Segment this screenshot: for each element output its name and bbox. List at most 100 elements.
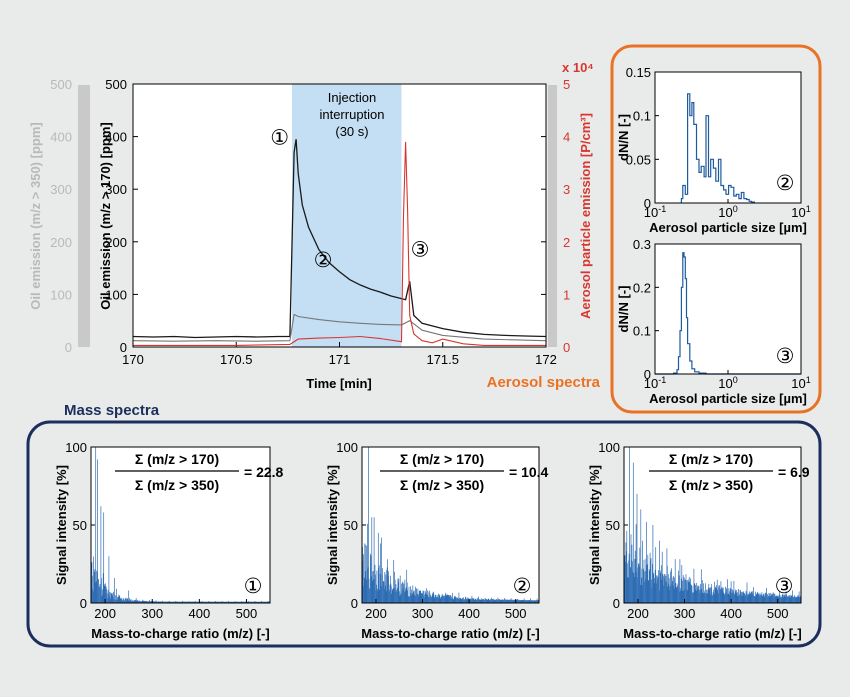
ratio-value: = 10.4 — [509, 464, 549, 480]
outer-axis-band — [78, 85, 90, 347]
oil-emission-350-axis-label: Oil emission (m/z > 350) [ppm] — [28, 122, 43, 309]
x-tick-label: 200 — [94, 606, 116, 621]
ratio-value: = 22.8 — [244, 464, 284, 480]
y-tick-label: 50 — [73, 518, 87, 533]
y-tick-label: 0.15 — [626, 65, 651, 80]
condition-marker: ③ — [776, 344, 795, 368]
left-y-tick-label: 100 — [105, 287, 127, 302]
x-tick-label: 101 — [791, 375, 810, 391]
outer-y-tick-label: 500 — [50, 77, 72, 92]
x-tick-label: 170 — [122, 352, 144, 367]
left-y-tick-label: 0 — [120, 340, 127, 355]
y-tick-label: 0.3 — [633, 237, 651, 252]
y-tick-label: 0.2 — [633, 280, 651, 295]
condition-marker: ③ — [411, 238, 430, 262]
x-tick-label: 400 — [720, 606, 742, 621]
aerosol-emission-axis-label: Aerosol particle emission [P/cm³] — [578, 113, 593, 319]
x-tick-label: 500 — [505, 606, 527, 621]
ratio-denominator: Σ (m/z > 350) — [400, 477, 484, 493]
left-y-tick-label: 300 — [105, 182, 127, 197]
right-y-tick-label: 1 — [563, 287, 570, 302]
aerosol-plot-area — [655, 244, 801, 374]
interruption-label-1: Injection — [328, 90, 376, 105]
x-tick-label: 100 — [718, 375, 737, 391]
aerosol-y-axis-label: dN/N [-] — [616, 286, 631, 333]
condition-marker: ① — [244, 574, 263, 598]
right-y-tick-label: 3 — [563, 182, 570, 197]
outer-y-tick-label: 400 — [50, 130, 72, 145]
outer-y-tick-label: 300 — [50, 182, 72, 197]
oil-emission-350-line — [132, 313, 547, 342]
mass-plot-area — [91, 447, 270, 603]
x-tick-label: 171 — [329, 352, 351, 367]
x-tick-label: 500 — [767, 606, 789, 621]
left-y-tick-label: 400 — [105, 130, 127, 145]
x-tick-label: 400 — [188, 606, 210, 621]
y-tick-label: 100 — [336, 440, 358, 455]
mass-plot-frame — [90, 446, 271, 604]
x-tick-label: 10-1 — [644, 204, 666, 220]
interruption-label-3: (30 s) — [335, 124, 368, 139]
y-tick-label: 0.1 — [633, 109, 651, 124]
y-tick-label: 0 — [351, 596, 358, 611]
mass-plot-frame — [361, 446, 540, 604]
x-tick-label: 10-1 — [644, 375, 666, 391]
x-tick-label: 300 — [412, 606, 434, 621]
left-y-tick-label: 200 — [105, 235, 127, 250]
left-y-tick-label: 500 — [105, 77, 127, 92]
ratio-denominator: Σ (m/z > 350) — [669, 477, 753, 493]
aerosol-plot-area — [655, 72, 801, 203]
y-tick-label: 0 — [80, 596, 87, 611]
aerosol-plot-frame — [654, 71, 802, 204]
oil-emission-170-line — [132, 139, 547, 339]
y-tick-label: 100 — [65, 440, 87, 455]
mass-spectra-box — [26, 420, 822, 648]
aerosol-emission-line — [133, 141, 546, 346]
mass-spectra-title: Mass spectra — [64, 402, 160, 419]
right-y-tick-label: 5 — [563, 77, 570, 92]
aerosol-spectra-box — [610, 44, 822, 414]
right-y-tick-label: 0 — [563, 340, 570, 355]
condition-marker: ② — [314, 248, 333, 272]
condition-marker: ③ — [775, 574, 794, 598]
condition-marker: ② — [776, 171, 795, 195]
x-tick-label: 300 — [141, 606, 163, 621]
x-tick-label: 170.5 — [220, 352, 253, 367]
aerosol-y-axis-label: dN/N [-] — [616, 114, 631, 161]
emission-plot-frame — [132, 83, 547, 348]
y-tick-label: 50 — [606, 518, 620, 533]
aerosol-plot-frame — [654, 243, 802, 375]
interruption-band — [292, 84, 402, 347]
x-tick-label: 400 — [458, 606, 480, 621]
aerosol-distribution-line — [655, 252, 801, 375]
y-tick-label: 0.05 — [626, 152, 651, 167]
outer-y-tick-label: 100 — [50, 287, 72, 302]
y-tick-label: 0 — [613, 596, 620, 611]
ratio-numerator: Σ (m/z > 170) — [400, 451, 484, 467]
mass-x-axis-label: Mass-to-charge ratio (m/z) [-] — [91, 626, 269, 641]
outer-y-tick-label: 0 — [65, 340, 72, 355]
aerosol-x-axis-label: Aerosol particle size [µm] — [649, 220, 807, 235]
x-tick-label: 100 — [718, 204, 737, 220]
ratio-value: = 6.9 — [778, 464, 810, 480]
x-tick-label: 200 — [627, 606, 649, 621]
condition-marker: ② — [513, 574, 532, 598]
ratio-denominator: Σ (m/z > 350) — [135, 477, 219, 493]
condition-marker: ① — [270, 125, 289, 149]
mass-y-axis-label: Signal intensity [%] — [325, 465, 340, 585]
y-tick-label: 0 — [644, 367, 651, 382]
mass-plot-area — [362, 447, 539, 603]
y-tick-label: 0.1 — [633, 324, 651, 339]
interruption-label-2: interruption — [319, 107, 384, 122]
emission-chart: 170 170.5 171 171.5 172 0 100 200 300 400 500 0 100 2… — [28, 60, 594, 391]
y-tick-label: 0 — [644, 196, 651, 211]
aerosol-distribution-line — [680, 93, 755, 203]
x-tick-label: 200 — [365, 606, 387, 621]
oil-emission-170-axis-label: Oil emission (m/z > 170) [ppm] — [98, 122, 113, 309]
x-tick-label: 300 — [674, 606, 696, 621]
right-y-tick-label: 4 — [563, 130, 570, 145]
aerosol-x-axis-label: Aerosol particle size [µm] — [649, 391, 807, 406]
mass-y-axis-label: Signal intensity [%] — [54, 465, 69, 585]
